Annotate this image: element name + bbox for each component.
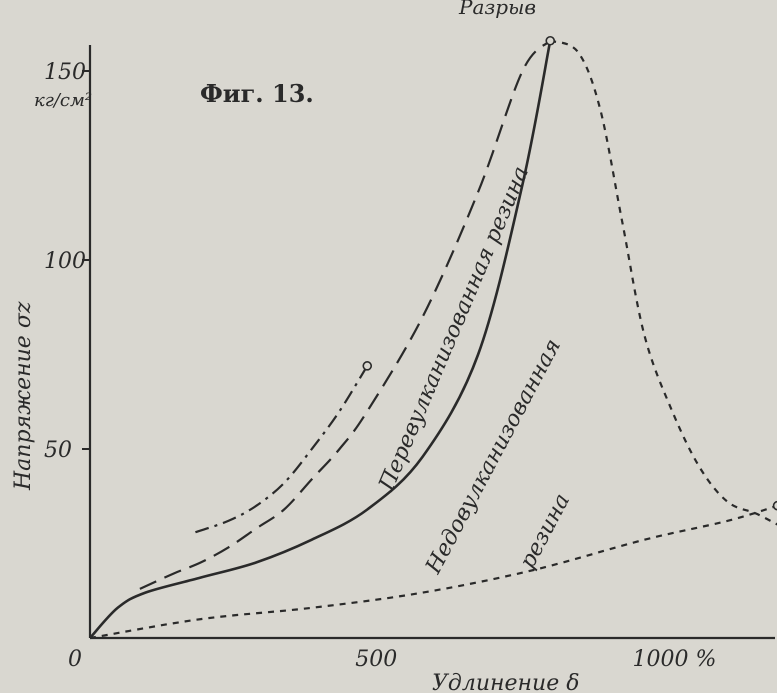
x-tick-label: 1000 %	[633, 647, 717, 672]
series-layer	[89, 39, 777, 640]
data-point-marker	[545, 35, 556, 46]
y-tick-label: 150	[44, 60, 86, 85]
axes	[88, 45, 775, 640]
y-tick-label: 100	[44, 249, 86, 274]
ticks: 0 500 1000 % 50 100 150	[44, 60, 716, 672]
chart-title: Фиг. 13.	[200, 79, 314, 108]
series-line-2	[195, 365, 369, 534]
data-point-marker	[772, 500, 777, 511]
y-unit-label: кг/см²	[34, 90, 92, 111]
data-point-marker	[362, 361, 373, 371]
rupture-annotation: Разрыв	[458, 0, 536, 19]
y-axis-label: Напряжение σz	[11, 301, 36, 491]
marker-layer	[362, 35, 777, 511]
series-line-4	[549, 39, 777, 526]
undervulcanized-label-line2: резина	[515, 490, 575, 573]
x-axis-label: Удлинение δ	[432, 671, 579, 693]
series-line-0	[89, 40, 552, 639]
x-tick-label: 500	[355, 647, 397, 672]
series-line-1	[139, 39, 552, 590]
y-tick-label: 50	[44, 438, 72, 463]
x-tick-label: 0	[68, 647, 82, 672]
